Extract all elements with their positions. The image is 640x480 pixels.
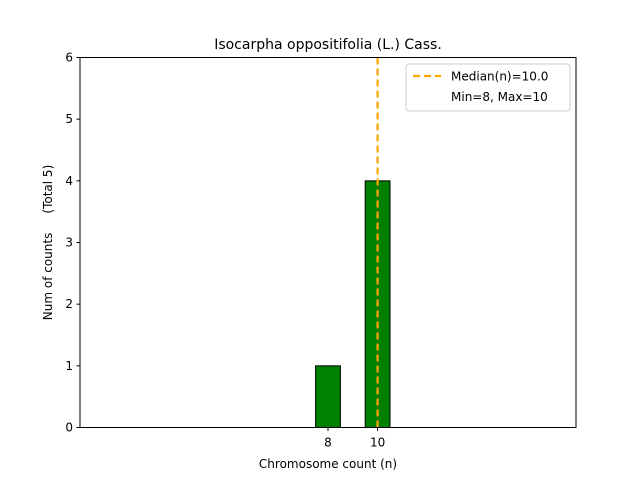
y-tick-label: 3 <box>65 236 73 250</box>
plot-frame <box>79 57 577 428</box>
legend: Median(n)=10.0 Min=8, Max=10 <box>405 63 571 112</box>
chart-title: Isocarpha oppositifolia (L.) Cass. <box>214 37 442 53</box>
y-tick-label: 2 <box>65 297 73 311</box>
legend-box <box>405 63 571 112</box>
y-tick-label: 1 <box>65 359 73 373</box>
legend-median-label: Median(n)=10.0 <box>451 70 548 84</box>
x-tick-label: 10 <box>370 436 385 450</box>
y-ticks: 0 1 2 3 4 5 6 <box>65 51 80 435</box>
bar-n-8 <box>315 365 341 429</box>
y-tick-label: 6 <box>65 51 73 65</box>
y-tick-label: 5 <box>65 112 73 126</box>
x-axis-label: Chromosome count (n) <box>259 457 397 471</box>
y-tick-label: 0 <box>65 421 73 435</box>
legend-range-label: Min=8, Max=10 <box>451 90 548 104</box>
y-axis-label: Num of counts (Total 5) <box>41 165 55 320</box>
x-ticks: 8 10 <box>324 427 385 450</box>
y-tick-label: 4 <box>65 174 73 188</box>
x-tick-label: 8 <box>324 436 332 450</box>
